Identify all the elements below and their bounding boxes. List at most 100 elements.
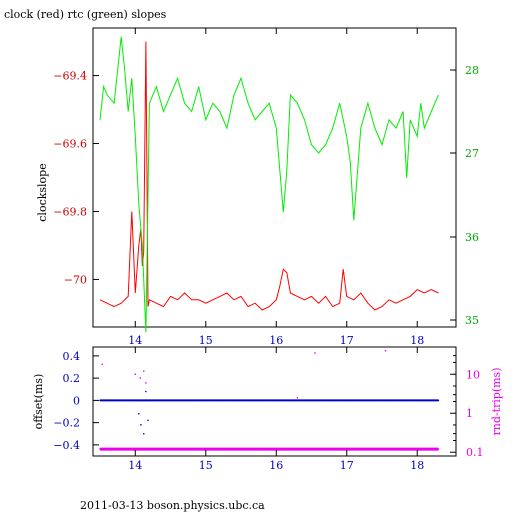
top-y-axis-label: clockslope [36, 163, 49, 221]
offset-point [140, 424, 142, 426]
bottom-y2-axis-label: rnd-trip(ms) [490, 368, 503, 436]
offset-point [145, 390, 147, 393]
top-x-tick-label: 15 [199, 334, 213, 347]
top-y-tick-label: −69.8 [53, 205, 87, 218]
rnd-trip-point [346, 448, 348, 450]
bottom-y-tick-label: 0.2 [63, 372, 81, 385]
offset-point [169, 399, 172, 402]
bottom-x-tick-label: 14 [128, 459, 142, 472]
rnd-trip-point [303, 448, 306, 450]
top-x-tick-label: 14 [128, 334, 142, 347]
rnd-trip-point [296, 397, 299, 399]
offset-point [183, 399, 186, 402]
bottom-x-tick-label: 15 [199, 459, 213, 472]
offset-point [134, 399, 136, 402]
rnd-trip-point [134, 373, 136, 375]
rnd-trip-point [388, 448, 390, 450]
rnd-trip-point [143, 370, 145, 372]
bottom-y-tick-label: 0 [73, 394, 80, 407]
offset-point [138, 399, 140, 402]
rnd-trip-point [155, 448, 158, 450]
offset-point [155, 399, 158, 402]
bottom-x-tick-label: 17 [340, 459, 354, 472]
rnd-trip-point [138, 448, 140, 450]
offset-point [106, 399, 108, 402]
offset-point [317, 399, 320, 402]
offset-point [233, 399, 235, 402]
rnd-trip-point [205, 448, 207, 450]
top-y-tick-label: −69.4 [53, 70, 87, 83]
rnd-trip-point [247, 448, 249, 450]
offset-point [113, 399, 115, 402]
bottom-x-tick-label: 16 [269, 459, 283, 472]
offset-point [138, 413, 140, 415]
rnd-trip-point [233, 448, 235, 450]
bottom-plot-frame [92, 346, 457, 457]
offset-point [437, 399, 440, 402]
rnd-trip-point [219, 448, 221, 450]
rnd-trip-point [145, 448, 147, 450]
offset-point [141, 399, 144, 402]
offset-point [402, 399, 404, 402]
offset-point [388, 399, 390, 402]
rnd-trip-point [437, 448, 440, 450]
rtc-slope-series-line [99, 36, 439, 333]
rnd-trip-point [374, 448, 376, 450]
bottom-y2-tick-label: 10 [466, 368, 480, 381]
rnd-trip-point [145, 382, 147, 384]
rnd-trip-point [176, 448, 179, 450]
top-panel: 14 15 16 17 18 −69.4 −69.6 −69.8 −70 28 27 36 35 cloc… [36, 27, 479, 347]
rnd-trip-point [198, 448, 200, 450]
rnd-trip-point [190, 448, 193, 450]
clock-slope-series-line [99, 41, 439, 311]
rnd-trip-point [384, 350, 387, 352]
rnd-trip-point [317, 448, 320, 450]
rnd-trip-point [113, 448, 115, 450]
rnd-trip-point [261, 448, 263, 450]
offset-point [176, 399, 179, 402]
offset-point [198, 399, 200, 402]
rnd-trip-point [106, 448, 108, 450]
rnd-trip-point [169, 448, 172, 450]
rnd-trip-point [148, 448, 151, 450]
offset-point [162, 399, 165, 402]
offset-point [219, 399, 221, 402]
top-x-tick-label: 17 [340, 334, 354, 347]
top-y-tick-label: −69.6 [53, 138, 87, 151]
bottom-y-axis-label: offset(ms) [32, 374, 45, 430]
bottom-y2-tick-label: 1 [466, 407, 473, 420]
offset-point [143, 433, 145, 435]
offset-point [303, 399, 306, 402]
rnd-trip-point [402, 448, 404, 450]
rnd-trip-point [331, 448, 334, 450]
rnd-trip-point [416, 448, 418, 450]
offset-point [261, 399, 263, 402]
offset-point [346, 399, 348, 402]
offset-point [145, 399, 147, 402]
top-plot-frame [92, 27, 457, 328]
chart-title: clock (red) rtc (green) slopes [4, 8, 167, 21]
rnd-trip-point [101, 363, 103, 365]
top-y-tick-label: −70 [64, 273, 87, 286]
rnd-trip-point [120, 448, 122, 450]
rnd-trip-point [360, 448, 362, 450]
offset-point [289, 399, 292, 402]
offset-point [360, 399, 362, 402]
top-y2-tick-label: 35 [465, 314, 479, 327]
top-y2-tick-label: 27 [465, 147, 479, 160]
rnd-trip-point [99, 448, 101, 450]
rnd-trip-point [289, 448, 292, 450]
rnd-trip-point [127, 448, 129, 450]
footer-text: 2011-03-13 boson.physics.ubc.ca [80, 499, 265, 512]
rnd-trip-point [134, 448, 136, 450]
offset-point [331, 399, 334, 402]
rnd-trip-point [314, 352, 316, 354]
offset-point [247, 399, 249, 402]
rnd-trip-point [141, 448, 144, 450]
offset-point [148, 399, 151, 402]
offset-point [430, 399, 433, 402]
bottom-y2-tick-label: 0.1 [466, 446, 484, 459]
bottom-x-tick-label: 18 [410, 459, 424, 472]
bottom-y-tick-label: 0.4 [63, 350, 81, 363]
